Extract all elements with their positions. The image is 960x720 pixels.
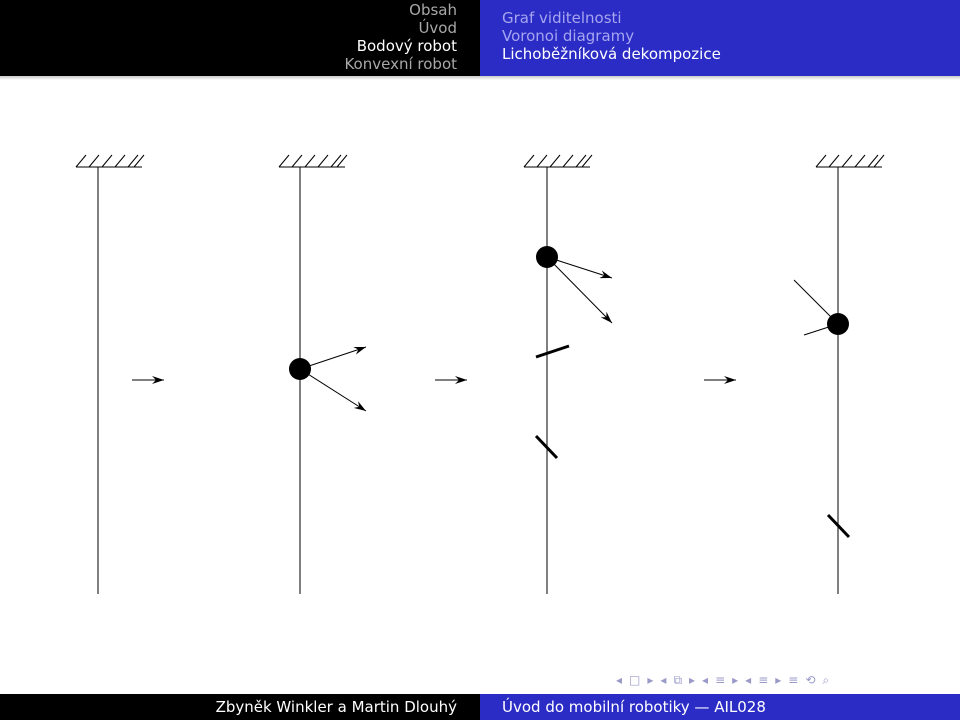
wall-hatch-1 xyxy=(75,154,145,168)
footer-authors-panel: Zbyněk Winkler a Martin Dlouhý xyxy=(0,694,480,720)
nav-frame-icon[interactable]: □ xyxy=(629,673,641,687)
ray-arrow-2b xyxy=(299,368,367,412)
nav-section-bodovy-robot[interactable]: Bodový robot xyxy=(356,37,457,55)
nav-subsection-voronoi-diagramy[interactable]: Voronoi diagramy xyxy=(502,27,635,45)
subsection-nav: Graf viditelnosti Voronoi diagramy Licho… xyxy=(502,9,721,63)
nav-section-icon[interactable]: ≡ xyxy=(715,673,726,687)
nav-first-frame-icon[interactable]: ◂ xyxy=(616,673,623,687)
wall-hatch-4 xyxy=(815,154,885,168)
nav-appendix-icon[interactable]: ≡ xyxy=(788,673,799,687)
wall-hatch-3 xyxy=(523,154,593,168)
ray-arrow-3a xyxy=(546,256,613,279)
wall-hatch-2 xyxy=(278,154,348,168)
nav-prev-section-icon[interactable]: ◂ xyxy=(702,673,709,687)
nav-prev-doc-icon[interactable]: ◂ xyxy=(745,673,752,687)
nav-next-frame-icon[interactable]: ▸ xyxy=(647,673,654,687)
nav-next-subsection-icon[interactable]: ▸ xyxy=(689,673,696,687)
panel-3 xyxy=(523,154,736,594)
obstacle-segment-3b xyxy=(534,434,559,460)
footer-course-title: Úvod do mobilní robotiky — AIL028 xyxy=(502,698,766,716)
obstacle-segment-4 xyxy=(826,513,851,539)
header-sections-panel: Obsah Úvod Bodový robot Konvexní robot xyxy=(0,0,480,76)
panel-4 xyxy=(793,154,885,594)
beamer-header: Obsah Úvod Bodový robot Konvexní robot G… xyxy=(0,0,960,76)
nav-subsection-lichobeznikova-dekompozice[interactable]: Lichoběžníková dekompozice xyxy=(502,45,721,63)
section-nav: Obsah Úvod Bodový robot Konvexní robot xyxy=(344,1,457,73)
incoming-segment-4b xyxy=(803,323,839,336)
obstacle-segment-3a xyxy=(535,344,570,359)
nav-section-uvod[interactable]: Úvod xyxy=(418,19,457,37)
nav-subsection-graf-viditelnosti[interactable]: Graf viditelnosti xyxy=(502,9,622,27)
nav-section-konvexni-robot[interactable]: Konvexní robot xyxy=(344,55,457,73)
header-subsections-panel: Graf viditelnosti Voronoi diagramy Licho… xyxy=(480,0,960,76)
nav-doc-icon[interactable]: ≡ xyxy=(758,673,769,687)
header-shadow xyxy=(0,76,960,80)
nav-zoom-icon[interactable]: ⌕ xyxy=(822,672,830,687)
nav-prev-subsection-icon[interactable]: ◂ xyxy=(660,673,667,687)
footer-authors: Zbyněk Winkler a Martin Dlouhý xyxy=(215,698,457,716)
panel-1 xyxy=(75,154,164,594)
beamer-navigation-controls: ◂ □ ▸ ◂ ⧉ ▸ ◂ ≡ ▸ ◂ ≡ ▸ ≡ ⟲ ⌕ xyxy=(614,670,831,690)
footer-course-panel: Úvod do mobilní robotiky — AIL028 xyxy=(480,694,960,720)
incoming-segment-4a xyxy=(793,279,839,325)
panel-2 xyxy=(278,154,467,594)
nav-section-obsah[interactable]: Obsah xyxy=(409,1,457,19)
ray-arrow-2a xyxy=(299,346,367,370)
nav-subsection-icon[interactable]: ⧉ xyxy=(673,672,683,687)
nav-next-section-icon[interactable]: ▸ xyxy=(732,673,739,687)
nav-next-doc-icon[interactable]: ▸ xyxy=(775,673,782,687)
nav-search-icon[interactable]: ⟲ xyxy=(805,673,816,687)
beamer-footer: Zbyněk Winkler a Martin Dlouhý Úvod do m… xyxy=(0,694,960,720)
ray-arrow-3b xyxy=(546,256,613,324)
